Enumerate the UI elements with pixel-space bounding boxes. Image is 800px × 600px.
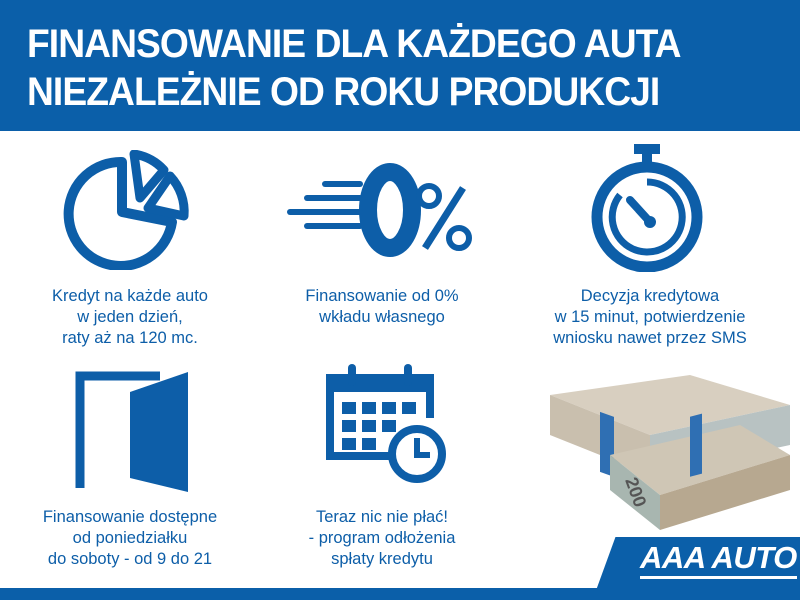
open-door-icon [75, 371, 188, 492]
feature-caption-credit: Kredyt na każde auto w jeden dzień, raty… [0, 286, 260, 349]
calendar-clock-icon [326, 364, 446, 483]
pie-chart-icon [63, 150, 189, 270]
zero-percent-icon [287, 163, 472, 257]
caption-line: Finansowanie dostępne [42, 508, 218, 526]
caption-line: od poniedziałku [72, 529, 188, 547]
caption-line: Kredyt na każde auto [52, 287, 208, 305]
feature-caption-deferral: Teraz nic nie płać! - program odłożenia … [252, 507, 512, 570]
caption-line: w 15 minut, potwierdzenie [554, 308, 746, 326]
aaa-auto-logo: AAA AUTO [640, 541, 797, 579]
bottom-strip [0, 588, 800, 600]
caption-line: - program odłożenia [308, 529, 456, 547]
caption-line: wkładu własnego [319, 308, 445, 326]
feature-caption-decision: Decyzja kredytowa w 15 minut, potwierdze… [520, 286, 780, 349]
feature-caption-zero-down: Finansowanie od 0% wkładu własnego [252, 286, 512, 328]
caption-line: wniosku nawet przez SMS [553, 329, 747, 347]
caption-line: w jeden dzień, [77, 308, 183, 326]
banknote-stack-image: 200 [550, 375, 790, 530]
caption-line: Decyzja kredytowa [580, 287, 720, 305]
caption-line: do soboty - od 9 do 21 [47, 550, 213, 568]
caption-line: Teraz nic nie płać! [315, 508, 449, 526]
headline-line-1: FINANSOWANIE DLA KAŻDEGO AUTA [27, 22, 682, 66]
caption-line: Finansowanie od 0% [305, 287, 459, 305]
caption-line: spłaty kredytu [331, 550, 433, 568]
feature-caption-hours: Finansowanie dostępne od poniedziałku do… [0, 507, 260, 570]
header-banner: FINANSOWANIE DLA KAŻDEGO AUTA NIEZALEŻNI… [0, 0, 800, 131]
caption-line: raty aż na 120 mc. [62, 329, 198, 347]
headline-line-2: NIEZALEŻNIE OD ROKU PRODUKCJI [27, 70, 660, 114]
stopwatch-icon [591, 144, 703, 272]
